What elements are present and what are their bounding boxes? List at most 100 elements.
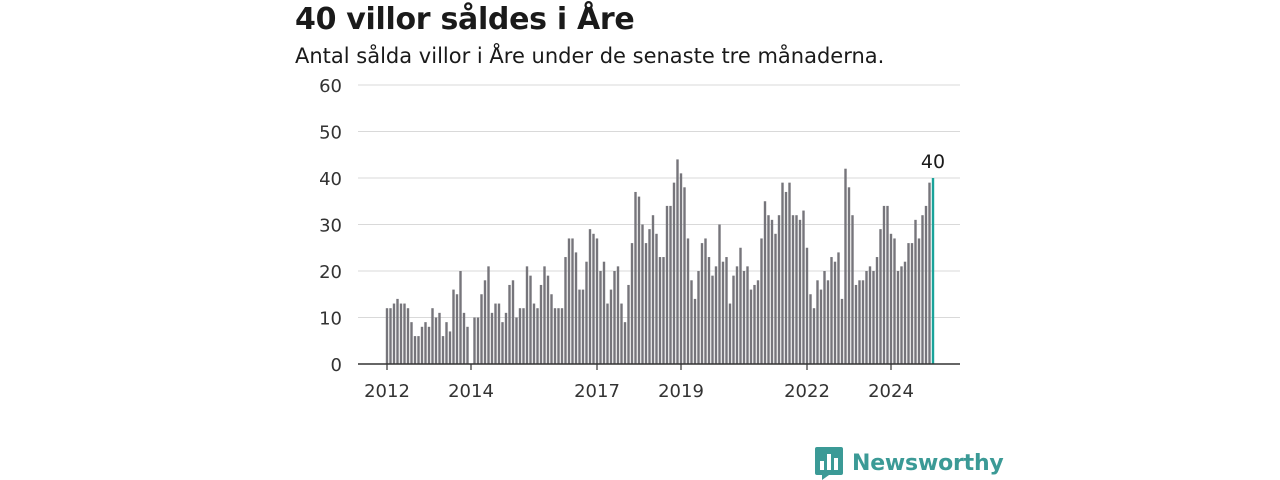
bar xyxy=(546,275,550,364)
bar xyxy=(585,261,588,364)
bar xyxy=(473,317,476,364)
bar xyxy=(767,215,770,364)
bar xyxy=(711,275,714,364)
bar xyxy=(651,215,655,364)
bar xyxy=(788,182,791,364)
bar xyxy=(781,182,784,364)
bar xyxy=(438,312,441,364)
bar xyxy=(427,326,431,364)
bar xyxy=(665,205,669,364)
bar xyxy=(914,219,917,364)
bar xyxy=(420,326,424,364)
bar xyxy=(900,266,903,364)
bar xyxy=(518,308,522,364)
bar xyxy=(823,271,826,364)
bar xyxy=(746,266,749,364)
bar xyxy=(690,280,693,364)
bar xyxy=(557,308,560,364)
bar xyxy=(588,229,592,364)
bar xyxy=(494,303,497,364)
bar xyxy=(648,229,651,364)
bar xyxy=(805,247,809,364)
bar xyxy=(501,322,504,364)
bar xyxy=(707,257,711,364)
bar xyxy=(928,182,931,364)
x-tick-label: 2012 xyxy=(364,381,410,402)
bar xyxy=(763,201,767,364)
bar xyxy=(396,298,399,364)
brand-name: Newsworthy xyxy=(852,450,1004,476)
bar xyxy=(868,266,872,364)
bar xyxy=(662,257,665,364)
bar xyxy=(581,289,585,364)
bar xyxy=(392,303,396,364)
bar xyxy=(830,257,833,364)
bar xyxy=(529,275,532,364)
bar xyxy=(634,191,637,364)
y-tick-label: 20 xyxy=(319,262,342,283)
bar xyxy=(413,336,417,364)
bar xyxy=(630,243,634,364)
y-tick-label: 40 xyxy=(319,169,342,190)
bar xyxy=(462,312,466,364)
x-tick-label: 2024 xyxy=(868,381,914,402)
bar xyxy=(917,238,921,364)
bar xyxy=(455,294,459,364)
bar xyxy=(445,322,448,364)
bar xyxy=(567,238,571,364)
bar-highlight xyxy=(931,178,935,364)
bar xyxy=(756,280,760,364)
bar xyxy=(802,210,805,364)
bar xyxy=(522,308,525,364)
bar xyxy=(536,308,539,364)
y-tick-label: 60 xyxy=(319,76,342,97)
bar xyxy=(641,224,644,364)
bar xyxy=(403,303,406,364)
y-tick-label: 10 xyxy=(319,309,342,330)
x-tick-label: 2017 xyxy=(574,381,620,402)
x-tick-label: 2022 xyxy=(784,381,830,402)
bar xyxy=(497,303,501,364)
bar xyxy=(784,191,788,364)
bar xyxy=(539,284,543,364)
bar xyxy=(620,303,623,364)
x-tick-label: 2019 xyxy=(658,381,704,402)
bar xyxy=(809,294,812,364)
bar xyxy=(749,289,753,364)
bar xyxy=(623,322,627,364)
bar xyxy=(434,317,438,364)
bar xyxy=(875,257,879,364)
bar xyxy=(879,229,882,364)
bar xyxy=(798,219,802,364)
bar xyxy=(452,289,455,364)
bar xyxy=(669,205,672,364)
bar xyxy=(616,266,620,364)
bar xyxy=(389,308,392,364)
bar xyxy=(431,308,434,364)
x-tick-label: 2014 xyxy=(448,381,494,402)
bar xyxy=(851,215,854,364)
bar xyxy=(721,261,725,364)
bar xyxy=(742,271,746,364)
bar xyxy=(770,219,774,364)
bar xyxy=(655,233,658,364)
chart-title: 40 villor såldes i Åre xyxy=(295,2,635,37)
bar xyxy=(718,224,721,364)
bar xyxy=(609,289,613,364)
bar xyxy=(854,284,858,364)
bar xyxy=(704,238,707,364)
bar xyxy=(889,233,893,364)
bar xyxy=(886,205,889,364)
bar xyxy=(910,243,914,364)
bar xyxy=(858,280,861,364)
bar xyxy=(487,266,490,364)
bar xyxy=(385,308,389,364)
newsworthy-logo: Newsworthy xyxy=(814,446,1004,480)
bar xyxy=(812,308,816,364)
bar xyxy=(592,233,595,364)
bar xyxy=(508,284,511,364)
bar xyxy=(560,308,564,364)
bar xyxy=(644,243,648,364)
bar xyxy=(483,280,487,364)
